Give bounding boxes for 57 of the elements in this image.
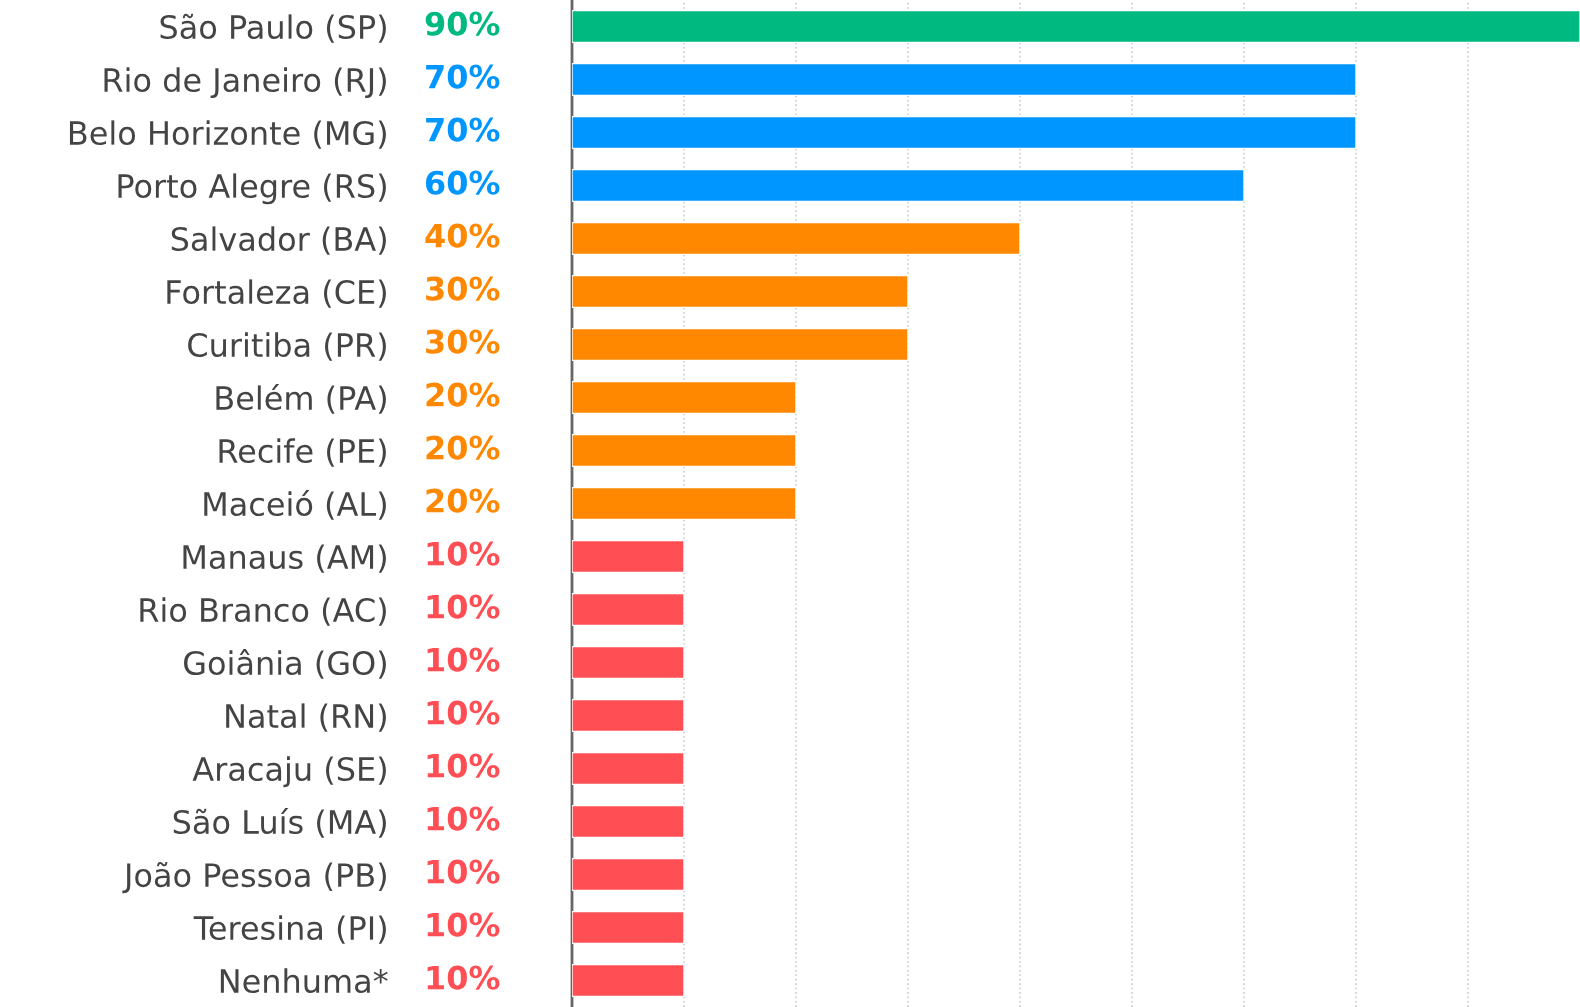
- bar: [572, 857, 685, 892]
- y-tick-label: Rio de Janeiro (RJ): [104, 67, 386, 99]
- bar: [572, 274, 909, 309]
- data-label: 10%: [427, 541, 500, 566]
- bar: [572, 486, 797, 521]
- data-label: 60%: [425, 170, 500, 195]
- y-tick-label: Belém (PA): [216, 384, 386, 414]
- y-tick-label: Manaus (AM): [183, 544, 386, 573]
- data-label: 20%: [426, 488, 500, 513]
- y-tick-label: São Luís (MA): [173, 808, 386, 838]
- bar: [572, 221, 1021, 256]
- data-label: 30%: [426, 329, 500, 354]
- data-label: 10%: [427, 806, 500, 831]
- data-label: 10%: [427, 647, 500, 672]
- y-tick-label: Aracaju (SE): [192, 756, 386, 788]
- data-label: 70%: [426, 64, 500, 89]
- y-tick-label: Rio Branco (AC): [140, 597, 386, 626]
- bar: [572, 592, 685, 627]
- bar: [572, 539, 685, 574]
- bar: [572, 433, 797, 468]
- bar: [572, 751, 685, 786]
- y-tick-label: Belo Horizonte (MG): [69, 120, 386, 149]
- y-tick-label: Salvador (BA): [171, 226, 386, 255]
- data-label: 40%: [425, 223, 500, 248]
- y-tick-label: Natal (RN): [226, 703, 386, 732]
- bar: [572, 804, 685, 839]
- y-tick-label: Nenhuma*: [220, 968, 388, 994]
- y-tick-label: Maceió (AL): [204, 490, 386, 520]
- data-label: 10%: [427, 965, 500, 990]
- bar: [572, 115, 1357, 150]
- y-tick-label: São Paulo (SP): [160, 13, 386, 43]
- bar: [572, 327, 909, 362]
- y-tick-label: Recife (PE): [219, 438, 386, 467]
- data-label: 10%: [427, 700, 500, 725]
- bar: [572, 62, 1357, 97]
- data-label: 20%: [426, 435, 500, 460]
- bar: [572, 645, 685, 680]
- data-label: 10%: [427, 753, 500, 778]
- y-tick-label: Goiânia (GO): [184, 649, 386, 679]
- data-label: 20%: [426, 382, 500, 407]
- bar: [572, 910, 685, 945]
- bar: [572, 963, 685, 998]
- data-label: 90%: [425, 11, 500, 36]
- y-tick-label: João Pessoa (PB): [122, 861, 386, 894]
- bar: [572, 9, 1580, 44]
- bar: [572, 698, 685, 733]
- y-tick-label: Porto Alegre (RS): [118, 173, 386, 205]
- data-label: 70%: [426, 117, 500, 142]
- data-label: 10%: [427, 912, 500, 937]
- data-label: 10%: [427, 594, 500, 619]
- bar: [572, 168, 1245, 203]
- bar: [572, 380, 797, 415]
- data-label: 30%: [426, 276, 500, 301]
- y-tick-label: Fortaleza (CE): [167, 279, 386, 308]
- y-tick-label: Curitiba (PR): [188, 332, 386, 361]
- y-tick-label: Teresina (PI): [193, 915, 386, 944]
- data-label: 10%: [427, 859, 500, 884]
